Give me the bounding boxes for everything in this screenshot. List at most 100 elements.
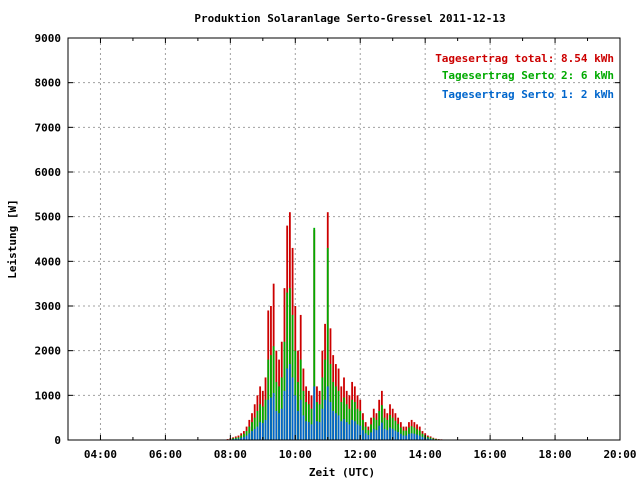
bar-serto-1 [261,423,264,440]
axes-ticks: 0 1000 2000 3000 4000 5000 6000 7000 8000 9000 04:… [35,32,637,461]
legend-entry-serto-2: Tagesertrag Serto 2: 6 kWh [442,69,614,82]
bar-serto-1 [413,433,416,440]
bar-serto-1 [321,408,324,440]
plot-frame [67,37,621,441]
bar-serto-1 [259,422,262,440]
bar-serto-2 [256,410,259,440]
bar-serto-2 [286,292,289,440]
x-tick-label: 18:00 [538,448,571,461]
bar-serto-2 [375,419,378,440]
bar-serto-2 [402,430,405,440]
bar-serto-1 [337,415,340,440]
x-tick-label: 08:00 [214,448,247,461]
y-axis-label: Leistung [W] [6,199,19,278]
bar-serto-2 [362,419,364,440]
bar-serto-1 [280,408,283,440]
chart-title: Produktion Solaranlage Serto-Gressel 201… [194,12,505,25]
grid-lines [68,38,620,440]
y-tick-label: 3000 [35,300,62,313]
bar-serto-2 [305,402,308,440]
bar-serto-1 [245,435,248,440]
bar-serto-1 [372,428,375,440]
bar-serto-1 [416,434,418,440]
bar-serto-2 [326,247,329,440]
bar-serto-2 [372,417,375,440]
bar-serto-1 [405,435,408,440]
bar-serto-1 [391,428,394,440]
bar-serto-1 [291,377,294,440]
bar-serto-1 [310,424,313,440]
bar-serto-2 [383,417,386,440]
bar-serto-1 [251,431,253,440]
bar-serto-1 [348,424,351,440]
bar-serto-2 [370,424,372,440]
bar-serto-2 [359,410,362,440]
x-tick-label: 20:00 [603,448,636,461]
bar-serto-1 [378,425,381,440]
bar-serto-2 [405,430,408,440]
bar-serto-2 [340,402,343,440]
bar-serto-1 [351,419,354,440]
bar-serto-1 [313,386,316,440]
bar-serto-2 [294,350,297,440]
bar-serto-1 [332,410,335,440]
bar-serto-1 [288,364,291,440]
bar-serto-2 [353,402,356,440]
bar-serto-1 [237,438,240,440]
bar-serto-1 [397,431,400,440]
bar-serto-2 [378,410,381,440]
bar-serto-1 [286,368,289,440]
bar-serto-2 [426,436,429,440]
x-axis-label: Zeit (UTC) [309,466,375,479]
x-tick-label: 04:00 [84,448,117,461]
y-tick-label: 1000 [35,389,62,402]
bar-serto-2 [253,417,256,440]
x-tick-label: 14:00 [409,448,442,461]
bar-serto-1 [267,399,270,440]
bar-serto-1 [302,415,305,440]
bar-serto-1 [240,437,243,440]
bar-serto-2 [432,438,435,440]
bar-serto-1 [399,433,402,440]
bar-serto-1 [256,426,259,440]
bar-serto-1 [356,424,359,440]
bar-serto-1 [294,395,297,440]
y-tick-label: 8000 [35,77,62,90]
y-tick-label: 2000 [35,345,62,358]
bar-serto-1 [297,410,299,440]
legend-entry-serto-1: Tagesertrag Serto 1: 2 kWh [442,88,614,101]
bar-serto-2 [418,430,421,440]
x-tick-label: 12:00 [344,448,377,461]
bar-serto-1 [389,427,391,440]
bar-serto-1 [334,413,337,440]
y-tick-label: 5000 [35,211,62,224]
bar-serto-1 [316,421,318,440]
bar-serto-2 [410,426,413,440]
y-tick-label: 7000 [35,121,62,134]
y-tick-label: 4000 [35,255,62,268]
bar-serto-2 [386,419,389,440]
bar-serto-1 [353,421,356,440]
bar-serto-2 [251,422,253,440]
bar-serto-1 [318,422,321,440]
bar-serto-1 [324,399,326,440]
bar-serto-2 [394,420,397,440]
bar-series [226,212,459,441]
bar-serto-1 [383,428,386,440]
bar-serto-1 [426,438,429,440]
bar-serto-2 [288,288,291,440]
bar-serto-2 [429,437,432,440]
bar-serto-1 [364,433,367,440]
bar-serto-2 [391,417,394,440]
bar-serto-1 [367,435,370,440]
bar-serto-1 [275,410,278,440]
bar-serto-1 [421,436,424,440]
legend-entry-total: Tagesertrag total: 8.54 kWh [435,52,614,65]
bar-serto-1 [278,413,280,440]
bar-serto-1 [270,397,272,440]
bar-serto-1 [248,433,251,440]
bar-serto-1 [375,430,378,440]
bar-serto-1 [326,386,329,440]
bar-serto-1 [345,422,348,440]
